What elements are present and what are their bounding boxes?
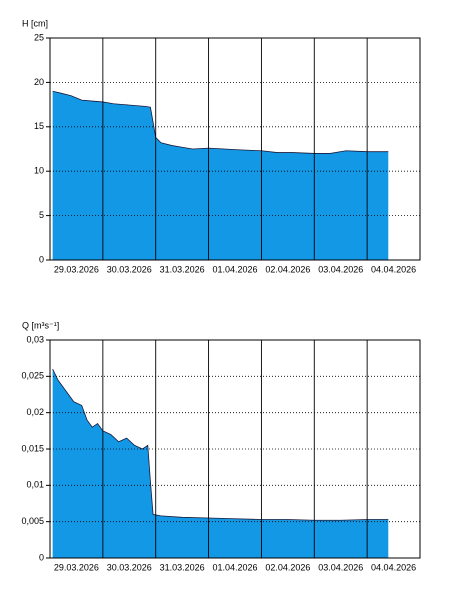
x-tick-label: 01.04.2026 [212,562,257,572]
x-tick-label: 02.04.2026 [265,562,310,572]
y-axis-label: Q [m³s⁻¹] [22,320,59,330]
x-tick-label: 01.04.2026 [212,264,257,274]
x-tick-label: 03.04.2026 [318,264,363,274]
plot-frame [49,339,421,559]
y-tick-label: 0,015 [21,443,44,453]
x-tick-label: 04.04.2026 [371,562,416,572]
y-tick-label: 0,01 [26,480,44,490]
x-tick-label: 30.03.2026 [107,562,152,572]
y-tick-label: 20 [34,77,44,87]
y-tick-label: 0,005 [21,516,44,526]
x-tick-label: 04.04.2026 [371,264,416,274]
x-tick-label: 31.03.2026 [160,562,205,572]
x-tick-label: 29.03.2026 [54,264,99,274]
x-tick-label: 29.03.2026 [54,562,99,572]
y-tick-label: 0,03 [26,334,44,344]
y-tick-label: 5 [39,210,44,220]
area-outline [52,368,389,521]
y-tick-label: 15 [34,121,44,131]
y-tick-label: 0,025 [21,371,44,381]
y-tick-label: 10 [34,166,44,176]
y-tick-label: 25 [34,32,44,42]
y-tick-label: 0 [39,254,44,264]
area-outline [52,90,389,154]
y-tick-label: 0 [39,552,44,562]
y-tick-label: 0,02 [26,407,44,417]
area [52,369,389,558]
y-axis-label: H [cm] [22,18,48,28]
area [52,91,389,260]
x-tick-label: 30.03.2026 [107,264,152,274]
x-tick-label: 31.03.2026 [160,264,205,274]
x-tick-label: 02.04.2026 [265,264,310,274]
plot-frame [49,37,421,261]
x-tick-label: 03.04.2026 [318,562,363,572]
